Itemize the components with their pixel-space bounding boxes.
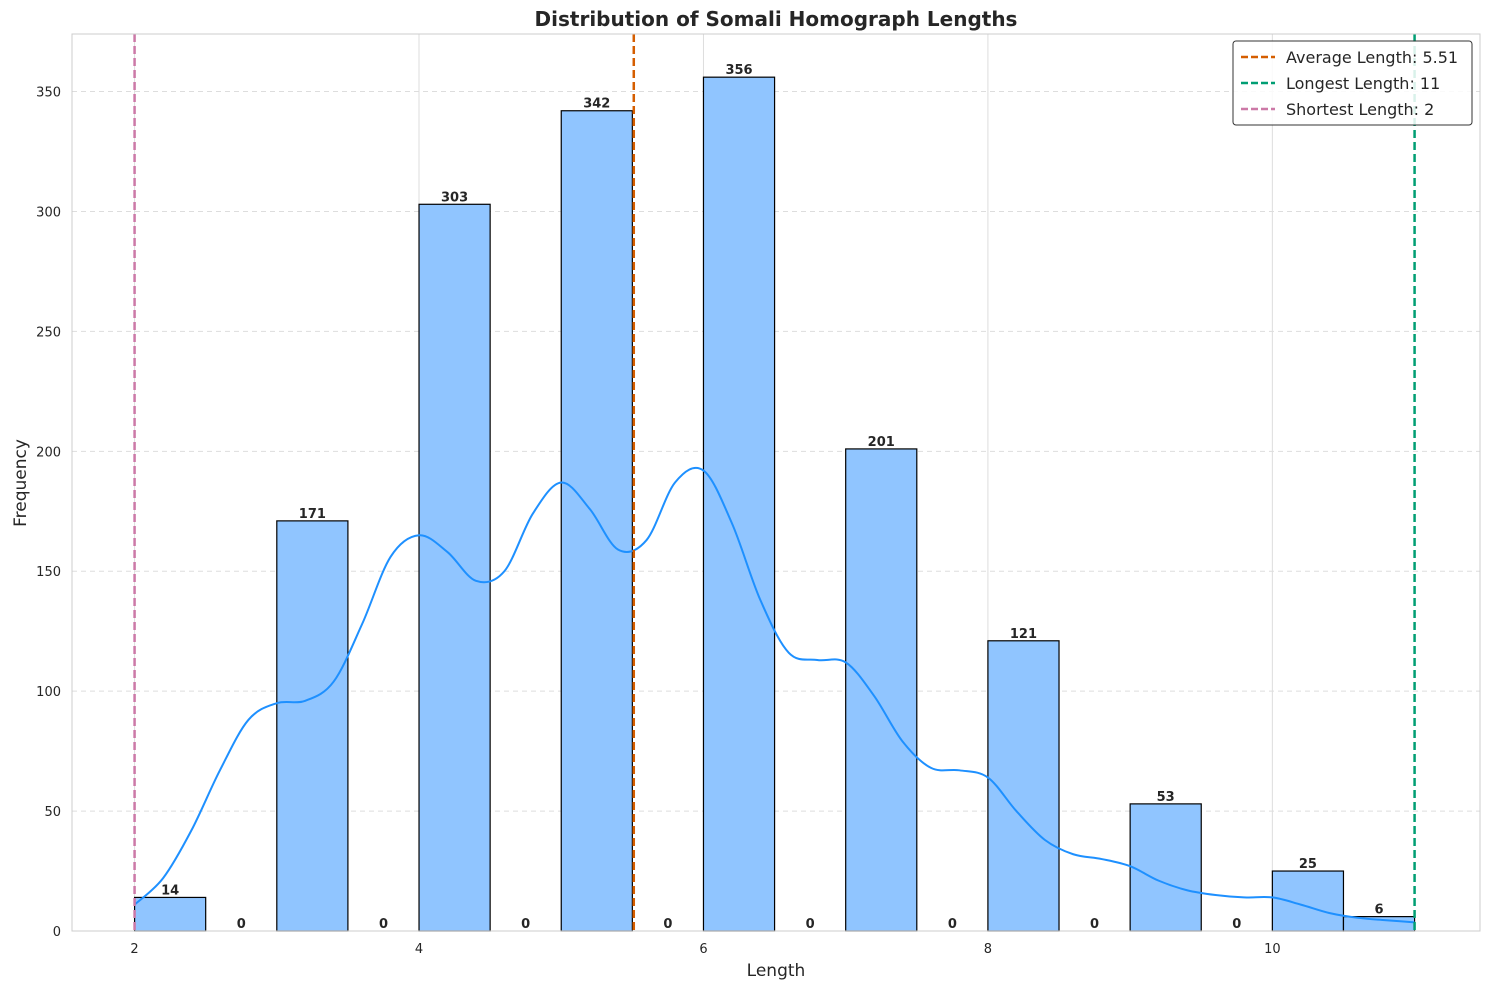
histogram-bar — [1271, 870, 1345, 932]
histogram-bar — [1129, 803, 1202, 932]
bar-count-label: 0 — [806, 917, 815, 932]
histogram-bar — [418, 203, 491, 932]
bar-count-labels: 14 0 171 0 303 0 342 0 356 0 201 0 121 0 53 0 25 6 — [161, 63, 1383, 932]
bar-count-label: 121 — [1010, 627, 1037, 642]
bar-count-label: 0 — [1232, 917, 1241, 932]
bar-count-label: 0 — [663, 917, 672, 932]
bar-count-label: 0 — [521, 917, 530, 932]
reference-lines — [133, 34, 1416, 931]
x-tick-label: 8 — [984, 942, 992, 957]
bar-count-label: 0 — [948, 917, 957, 932]
histogram-bar — [987, 640, 1060, 932]
y-tick-label: 300 — [36, 205, 61, 220]
kde-curve-layer — [133, 466, 1415, 924]
histogram-bar — [276, 520, 349, 932]
legend: Average Length: 5.51 Longest Length: 11 Sh… — [1232, 40, 1473, 126]
bar-count-label: 342 — [583, 97, 610, 112]
y-axis-label: Frequency — [11, 439, 31, 527]
bar-count-label: 303 — [441, 190, 468, 205]
legend-entry-label: Average Length: 5.51 — [1286, 48, 1458, 67]
x-tick-label: 4 — [415, 942, 423, 957]
y-tick-label: 100 — [36, 685, 61, 700]
bar-count-label: 0 — [379, 917, 388, 932]
histogram-bar — [702, 76, 776, 932]
bar-count-label: 25 — [1299, 857, 1317, 872]
histogram-bars — [133, 76, 1416, 932]
plot-frame — [71, 33, 1481, 932]
bar-count-label: 0 — [237, 917, 246, 932]
bar-count-label: 356 — [725, 63, 752, 78]
bar-count-label: 53 — [1157, 790, 1175, 805]
legend-entry-label: Shortest Length: 2 — [1286, 100, 1434, 119]
y-tick-label: 150 — [36, 565, 61, 580]
legend-box — [1232, 40, 1473, 126]
x-tick-label: 10 — [1264, 942, 1281, 957]
y-tick-label: 250 — [36, 325, 61, 340]
x-tick-label: 2 — [130, 942, 138, 957]
legend-entry-label: Longest Length: 11 — [1286, 74, 1440, 93]
x-tick-label: 6 — [699, 942, 707, 957]
y-tick-labels: 0 50 100 150 200 250 300 350 — [36, 86, 61, 940]
bar-count-label: 201 — [868, 435, 895, 450]
y-tick-label: 200 — [36, 445, 61, 460]
x-tick-labels: 2 4 6 8 10 — [130, 942, 1280, 957]
bar-count-label: 0 — [1090, 917, 1099, 932]
y-tick-label: 0 — [53, 925, 61, 940]
histogram-bar — [845, 448, 918, 932]
kde-curve — [133, 466, 1415, 924]
chart-title: Distribution of Somali Homograph Lengths — [535, 7, 1018, 31]
bar-count-label: 14 — [161, 883, 179, 898]
bar-count-label: 171 — [299, 507, 326, 522]
y-tick-label: 50 — [44, 805, 61, 820]
x-axis-label: Length — [747, 961, 806, 981]
y-tick-label: 350 — [36, 86, 61, 101]
bar-count-label: 6 — [1374, 903, 1383, 918]
histogram-bar — [133, 896, 207, 932]
